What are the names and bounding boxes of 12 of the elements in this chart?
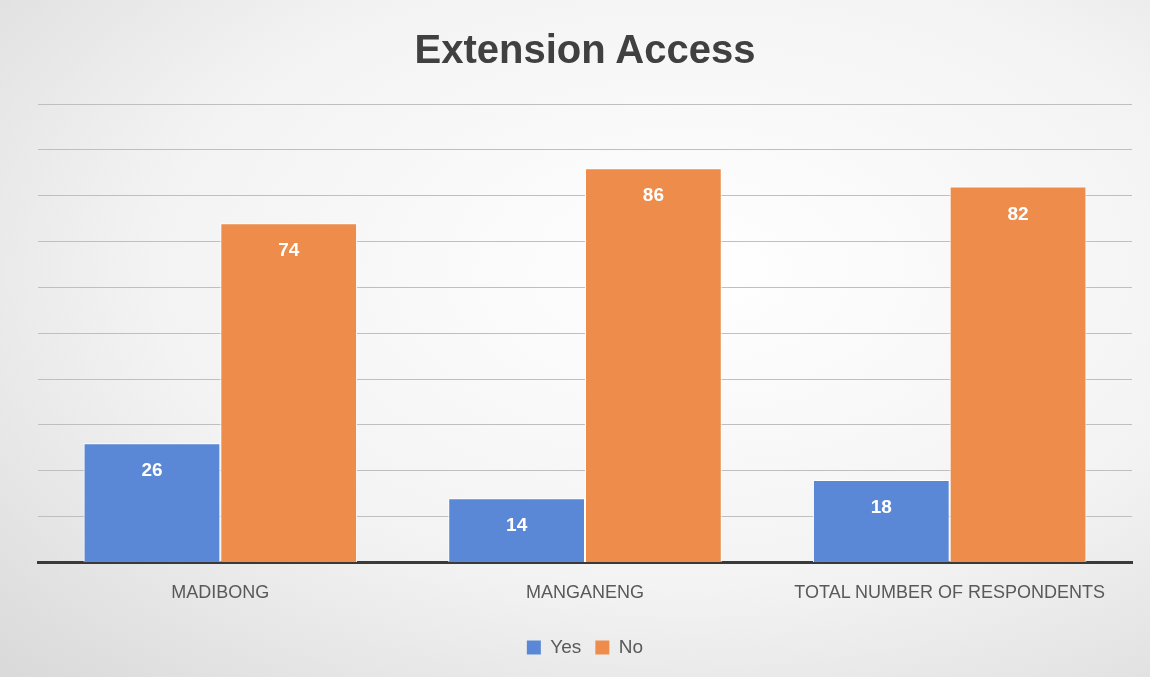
x-tick-label: MANGANENG [525, 582, 645, 603]
x-tick-label: TOTAL NUMBER OF RESPONDENTS [794, 582, 1106, 603]
data-label: 82 [1007, 202, 1029, 224]
legend-label: No [618, 635, 644, 657]
legend-label: Yes [550, 635, 582, 657]
chart-title: Extension Access [414, 27, 756, 72]
data-label: 74 [278, 239, 300, 261]
data-label: 18 [870, 496, 892, 518]
x-tick-label: MADIBONG [171, 582, 270, 603]
data-label: 14 [506, 514, 528, 536]
data-label: 26 [141, 459, 163, 481]
data-label: 86 [642, 184, 664, 206]
